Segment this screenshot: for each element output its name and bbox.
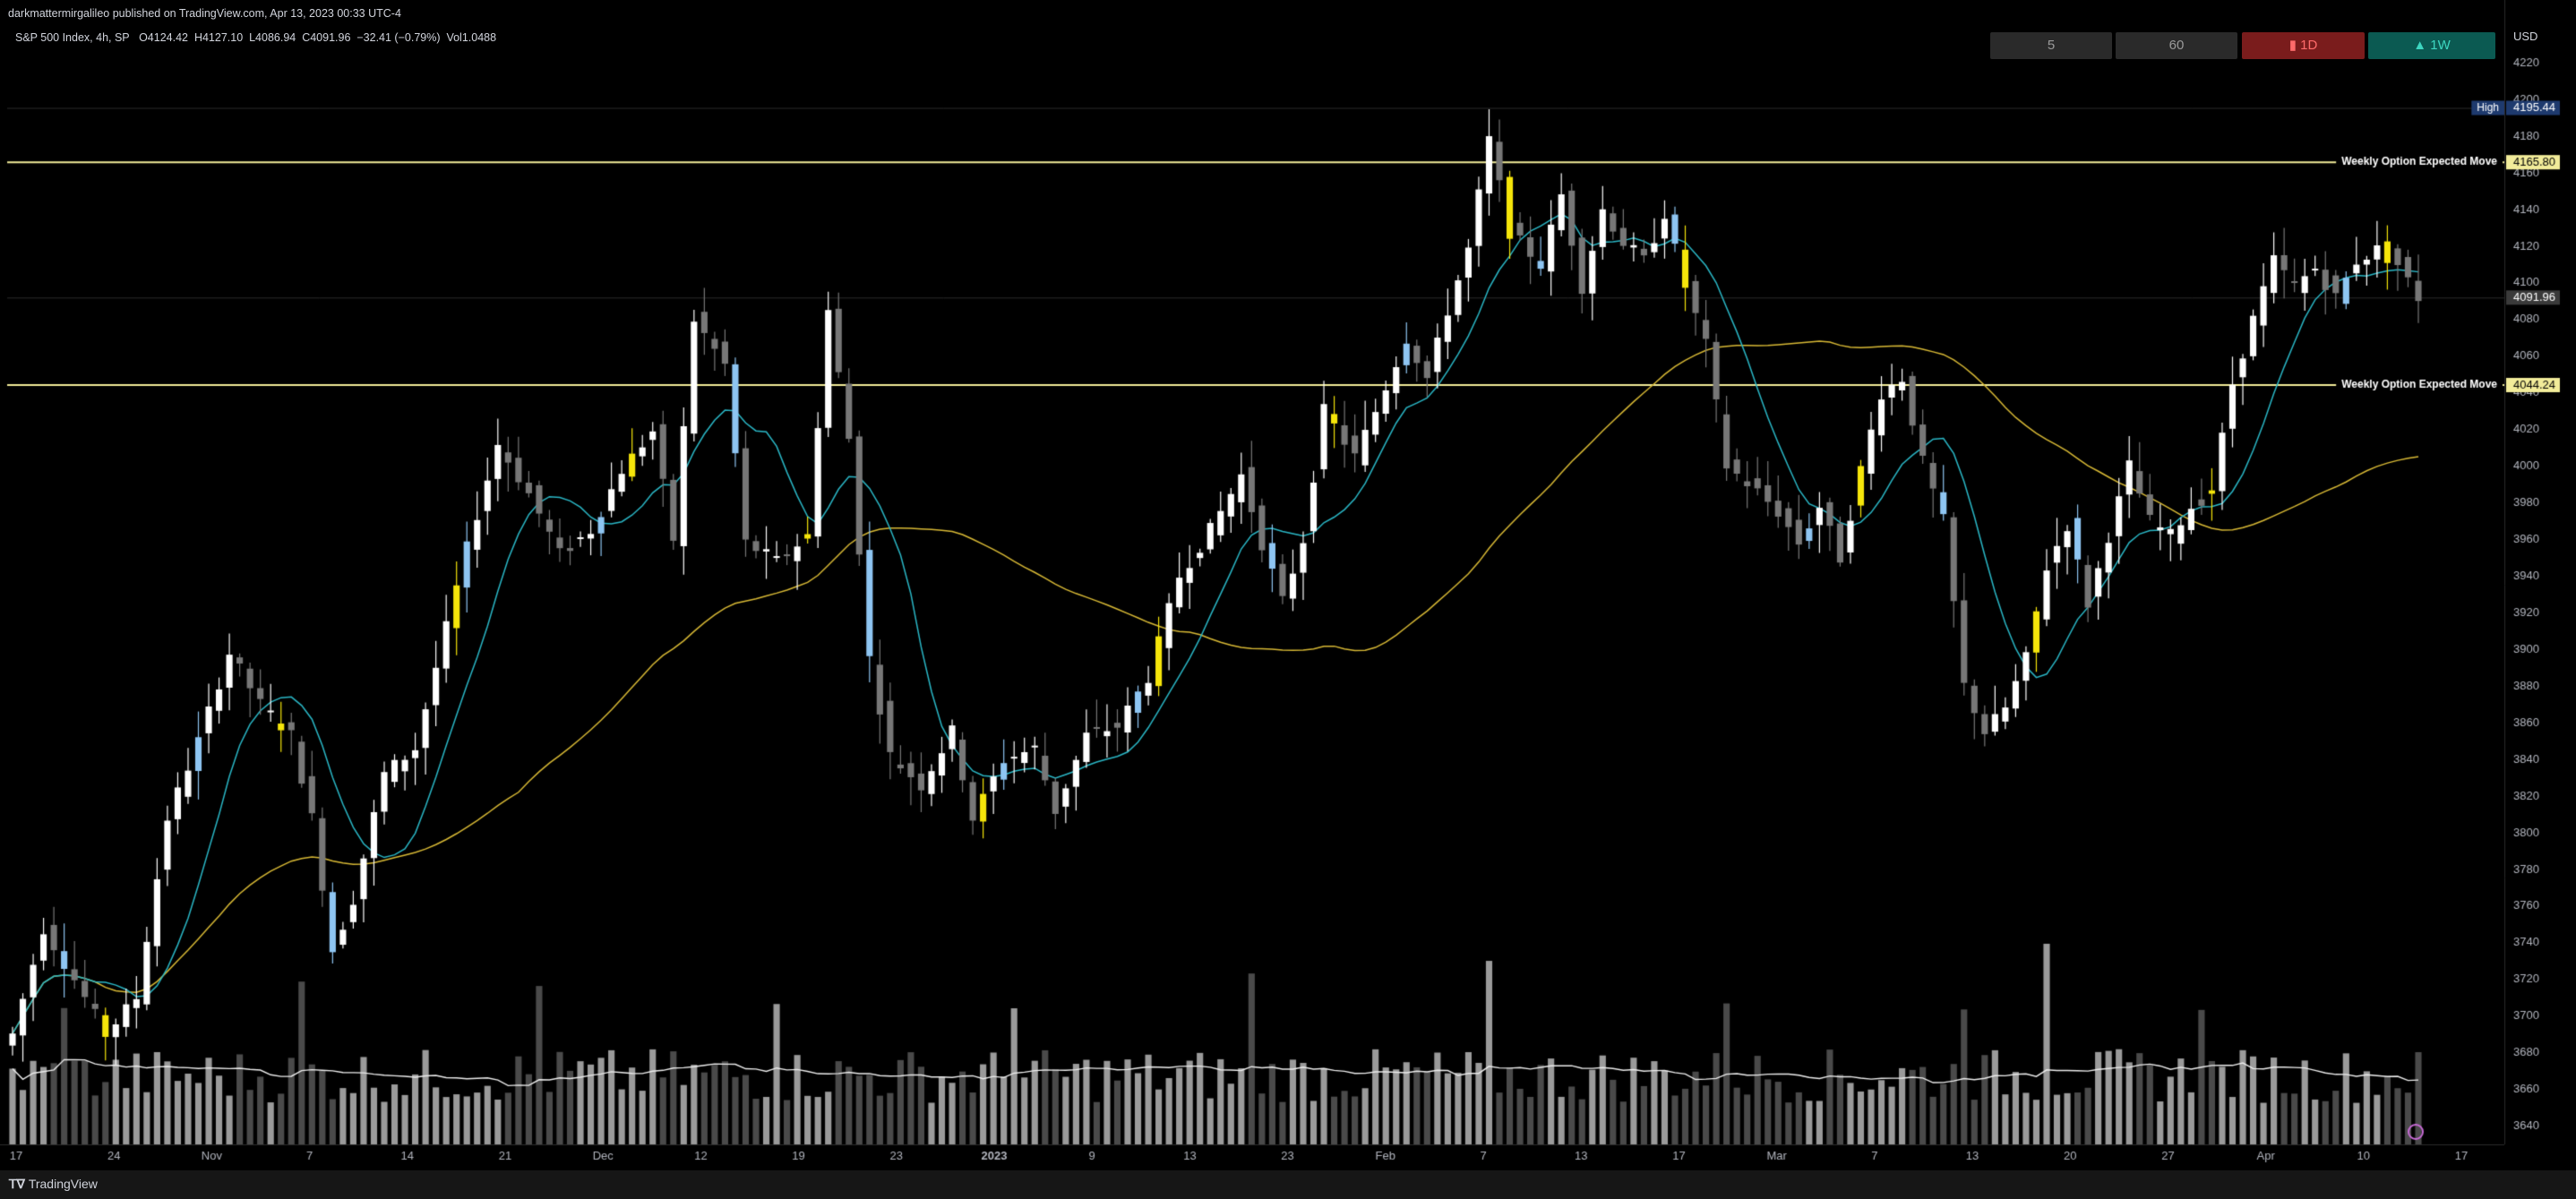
brand-name: TradingView	[28, 1177, 98, 1191]
timeframe-button-1[interactable]: 60	[2116, 32, 2237, 59]
close-value: C4091.96	[302, 31, 351, 44]
tv-logo-icon: ꓔ∇	[9, 1177, 25, 1191]
currency-label: USD	[2513, 30, 2538, 43]
tradingview-logo[interactable]: ꓔ∇ TradingView	[9, 1177, 98, 1192]
timeframe-button-3[interactable]: ▲ 1W	[2368, 32, 2495, 59]
high-value: H4127.10	[193, 31, 244, 44]
timeframe-button-0[interactable]: 5	[1990, 32, 2112, 59]
timeframe-button-2[interactable]: ▮ 1D	[2242, 32, 2365, 59]
open-value: O4124.42	[139, 31, 188, 44]
ohlc-legend: S&P 500 Index, 4h, SP O4124.42 H4127.10 …	[15, 31, 496, 44]
low-value: L4086.94	[249, 31, 296, 44]
publish-info: darkmattermirgalileo published on Tradin…	[8, 7, 401, 20]
footer-bar	[0, 1170, 2576, 1199]
volume-value: Vol1.0488	[446, 31, 497, 44]
symbol-title[interactable]: S&P 500 Index, 4h, SP	[15, 31, 130, 44]
change-value: −32.41 (−0.79%)	[356, 31, 441, 44]
